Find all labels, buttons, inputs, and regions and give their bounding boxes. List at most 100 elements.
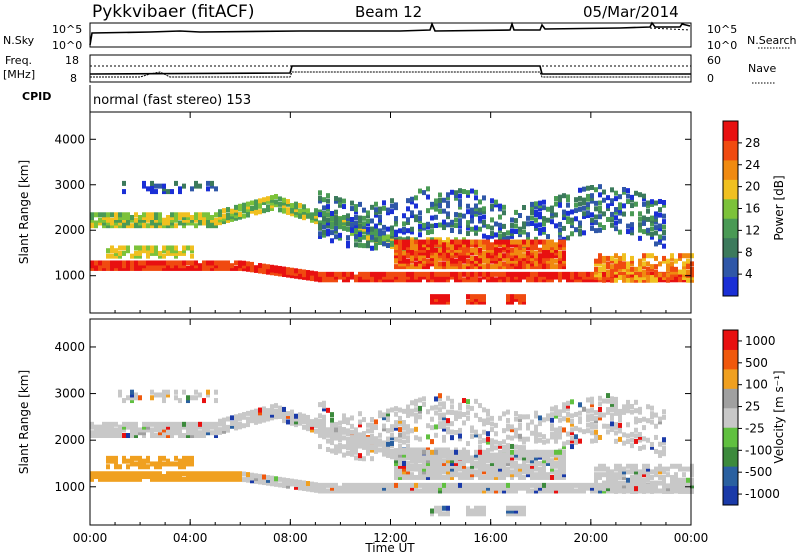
range-cell (562, 441, 566, 447)
range-cell (610, 399, 614, 405)
range-cell (222, 417, 226, 423)
range-cell (482, 438, 486, 444)
range-cell (90, 474, 94, 480)
range-cell (162, 398, 166, 404)
range-cell (506, 443, 510, 449)
range-cell (570, 223, 574, 229)
range-cell (654, 255, 658, 261)
range-cell (514, 508, 518, 514)
range-cell (382, 448, 386, 454)
range-cell (482, 466, 486, 472)
range-cell (562, 236, 566, 242)
range-cell (378, 228, 382, 234)
range-cell (150, 260, 154, 266)
range-cell (498, 255, 502, 261)
range-cell (162, 223, 166, 229)
range-cell (462, 472, 466, 478)
range-cell (110, 458, 114, 464)
range-cell (126, 476, 130, 482)
range-cell (562, 405, 566, 411)
range-cell (138, 253, 142, 259)
range-cell (542, 458, 546, 464)
range-cell (534, 435, 538, 441)
range-cell (386, 277, 390, 283)
range-cell (474, 228, 478, 234)
range-cell (658, 261, 662, 267)
range-cell (406, 424, 410, 430)
range-cell (346, 221, 350, 227)
range-cell (570, 488, 574, 494)
range-cell (630, 488, 634, 494)
range-cell (414, 415, 418, 421)
range-cell (638, 192, 642, 198)
range-cell (222, 219, 226, 225)
range-cell (490, 231, 494, 237)
range-cell (602, 255, 606, 261)
range-cell (466, 253, 470, 259)
range-cell (246, 261, 250, 267)
range-cell (542, 271, 546, 277)
range-cell (562, 407, 566, 413)
range-cell (506, 235, 510, 241)
range-cell (146, 458, 150, 464)
range-cell (186, 461, 190, 467)
range-cell (638, 477, 642, 483)
range-cell (322, 232, 326, 238)
range-cell (150, 421, 154, 427)
range-cell (142, 220, 146, 226)
range-cell (354, 431, 358, 437)
range-cell (254, 411, 258, 417)
range-cell (682, 261, 686, 267)
range-cell (406, 253, 410, 259)
range-cell (366, 240, 370, 246)
range-cell (558, 458, 562, 464)
range-cell (194, 183, 198, 189)
range-cell (170, 424, 174, 430)
range-cell (178, 424, 182, 430)
range-cell (610, 477, 614, 483)
range-cell (390, 435, 394, 441)
range-cell (274, 403, 278, 409)
range-cell (506, 258, 510, 264)
range-cell (482, 255, 486, 261)
range-cell (330, 271, 334, 277)
range-cell (446, 296, 450, 302)
range-cell (438, 511, 442, 517)
range-cell (390, 271, 394, 277)
range-cell (562, 488, 566, 494)
range-cell (250, 267, 254, 273)
range-cell (450, 458, 454, 464)
range-cell (290, 415, 294, 421)
range-cell (234, 260, 238, 266)
range-cell (190, 265, 194, 271)
range-cell (610, 266, 614, 272)
range-cell (346, 213, 350, 219)
range-cell (530, 239, 534, 245)
range-cell (198, 265, 202, 271)
range-cell (598, 401, 602, 407)
range-cell (238, 206, 242, 212)
range-cell (526, 466, 530, 472)
range-cell (582, 271, 586, 277)
range-cell (518, 277, 522, 283)
range-cell (546, 206, 550, 212)
range-cell (210, 217, 214, 223)
colorbar-tick-label: -1000 (745, 487, 780, 501)
range-cell (518, 299, 522, 305)
range-cell (690, 272, 694, 278)
range-cell (550, 426, 554, 432)
range-cell (442, 474, 446, 480)
range-cell (614, 477, 618, 483)
range-cell (470, 277, 474, 283)
range-cell (542, 216, 546, 222)
range-cell (150, 212, 154, 218)
range-cell (394, 274, 398, 280)
range-cell (150, 433, 154, 439)
range-cell (290, 481, 294, 487)
range-cell (310, 484, 314, 490)
range-cell (554, 212, 558, 218)
ytick-label: 3000 (54, 387, 85, 401)
range-cell (426, 194, 430, 200)
range-cell (518, 229, 522, 235)
range-cell (674, 474, 678, 480)
